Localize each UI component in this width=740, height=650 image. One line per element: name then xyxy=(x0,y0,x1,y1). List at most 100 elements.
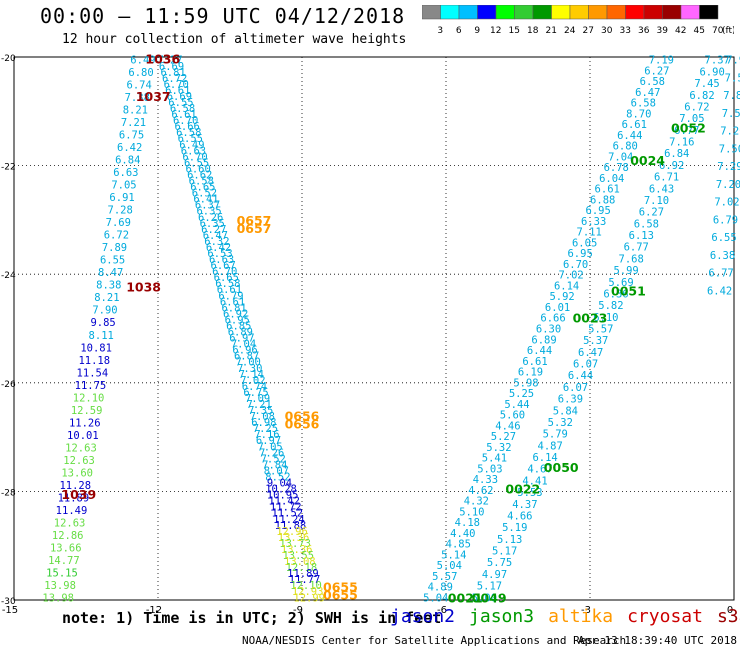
track-c-point: 6.95 xyxy=(586,205,611,217)
time-label: 1036 xyxy=(145,52,180,67)
track-c-point: 6.33 xyxy=(581,216,606,228)
track-d-point: 4.41 xyxy=(522,475,547,487)
track-a-point: 15.15 xyxy=(46,567,78,579)
track-b-point: 11.24 xyxy=(273,514,305,526)
time-label: 0656 xyxy=(285,417,320,432)
legend-item-cryosat: cryosat xyxy=(627,606,703,627)
track-c-point: 5.14 xyxy=(441,549,466,561)
track-c-point: 6.80 xyxy=(613,141,638,153)
track-b-point: 6.58 xyxy=(176,127,201,139)
colorbar-label: (ft) xyxy=(722,26,734,36)
track-d-point: 7.05 xyxy=(679,113,704,125)
track-b-point: 6.61 xyxy=(165,85,190,97)
track-a-point: 11.54 xyxy=(77,367,109,379)
legend-item-altika: altika xyxy=(548,606,614,627)
track-b-point: 6.55 xyxy=(184,157,209,169)
track-d-point: 4.66 xyxy=(507,510,532,522)
track-e-point: 6.77 xyxy=(708,268,733,280)
track-b-point: 13.36 xyxy=(281,544,313,556)
track-b-point: 6.95 xyxy=(225,314,250,326)
time-label: 0022 xyxy=(505,482,540,497)
track-b-point: 11.52 xyxy=(271,508,303,520)
track-b-point: 6.97 xyxy=(256,435,281,447)
track-c-point: 4.46 xyxy=(495,420,520,432)
track-d-point: 5.32 xyxy=(548,417,573,429)
track-a-point: 12.63 xyxy=(65,442,97,454)
track-b-point: 12.99 xyxy=(293,592,325,604)
track-a-point: 7.05 xyxy=(111,180,136,192)
track-b-point: 6.70 xyxy=(164,79,189,91)
time-label: 0050 xyxy=(544,460,579,475)
track-b-point: 6.60 xyxy=(186,163,211,175)
track-b-point: 6.58 xyxy=(170,103,195,115)
track-a-point: 11.89 xyxy=(58,492,90,504)
track-b-point: 6.81 xyxy=(160,67,185,79)
track-d-point: 7.37 xyxy=(705,55,730,67)
footnote: note: 1) Time is in UTC; 2) SWH is in fe… xyxy=(62,609,442,627)
track-c-point: 6.66 xyxy=(540,313,565,325)
track-b-point: 11.77 xyxy=(289,574,321,586)
track-a-point: 11.18 xyxy=(78,355,110,367)
track-b-point: 6.66 xyxy=(175,121,200,133)
track-d-point: 5.75 xyxy=(487,557,512,569)
track-c-point: 5.27 xyxy=(491,431,516,443)
track-c-point: 6.01 xyxy=(545,302,570,314)
x-tick-label: 0 xyxy=(727,605,733,616)
track-b-point: 6.53 xyxy=(207,248,232,260)
track-d-point: 5.57 xyxy=(588,324,613,336)
track-c-point: 4.40 xyxy=(450,528,475,540)
track-c-point: 5.32 xyxy=(486,442,511,454)
time-label: 0657 xyxy=(237,213,272,228)
track-a-point: 6.55 xyxy=(100,255,125,267)
track-d-point: 6.77 xyxy=(674,125,699,137)
colorbar-label: 39 xyxy=(657,26,669,36)
track-a-point: 12.59 xyxy=(71,405,103,417)
track-b-point: 6.96 xyxy=(232,345,257,357)
track-c-point: 5.04 xyxy=(423,592,448,604)
time-label: 1038 xyxy=(126,280,161,295)
track-c-point: 5.92 xyxy=(549,291,574,303)
track-d-point: 5.37 xyxy=(583,335,608,347)
track-a-point: 12.10 xyxy=(73,392,105,404)
time-label: 1039 xyxy=(61,487,96,502)
track-d-point: 6.72 xyxy=(684,101,709,113)
legend-item-s3a: s3a xyxy=(716,606,740,627)
y-tick-label: -22 xyxy=(1,163,16,173)
track-b-point: 11.88 xyxy=(275,520,307,532)
track-b-point: 6.81 xyxy=(221,302,246,314)
track-d-point: 4.67 xyxy=(527,464,552,476)
track-e-point: 7.54 xyxy=(725,72,740,84)
y-tick-label: -24 xyxy=(1,271,16,281)
track-a-point: 11.75 xyxy=(75,380,107,392)
track-b-point: 6.89 xyxy=(228,327,253,339)
colorbar-label: 3 xyxy=(437,26,443,36)
track-a-point: 12.63 xyxy=(54,517,86,529)
track-b-point: 6.65 xyxy=(214,272,239,284)
axis-ticks: -15 -12 -9 -6 -3 0-30-28-26-24-22-20 xyxy=(1,54,733,616)
track-e-point: 7.20 xyxy=(716,179,740,191)
colorbar-label: 24 xyxy=(564,26,576,36)
track-c-point: 6.61 xyxy=(622,119,647,131)
time-label: 0051 xyxy=(611,283,646,298)
track-b-point: 11.42 xyxy=(268,496,300,508)
track-c-point: 6.05 xyxy=(572,237,597,249)
track-d-point: 5.84 xyxy=(553,405,578,417)
track-b-point: 6.61 xyxy=(171,109,196,121)
track-a-point: 13.60 xyxy=(61,467,93,479)
track-a-point: 8.38 xyxy=(96,280,121,292)
track-e-point: 7.91 xyxy=(726,55,740,67)
track-e-point: 7.80 xyxy=(723,90,740,102)
track-c-point: 5.03 xyxy=(477,463,502,475)
track-d-point: 6.44 xyxy=(568,370,593,382)
track-a-point: 6.75 xyxy=(119,130,144,142)
x-tick-label: -15 xyxy=(2,605,18,616)
time-label: 0657 xyxy=(237,221,272,236)
track-b-point: 6.35 xyxy=(196,206,221,218)
track-c-point: 6.47 xyxy=(635,87,660,99)
track-e-point: 6.42 xyxy=(707,285,732,297)
track-b-point: 6.72 xyxy=(162,73,187,85)
track-a-point: 12.63 xyxy=(63,455,95,467)
track-a-point: 12.86 xyxy=(52,530,84,542)
colorbar-label: 18 xyxy=(527,26,539,36)
x-tick-label: -9 xyxy=(293,605,303,616)
